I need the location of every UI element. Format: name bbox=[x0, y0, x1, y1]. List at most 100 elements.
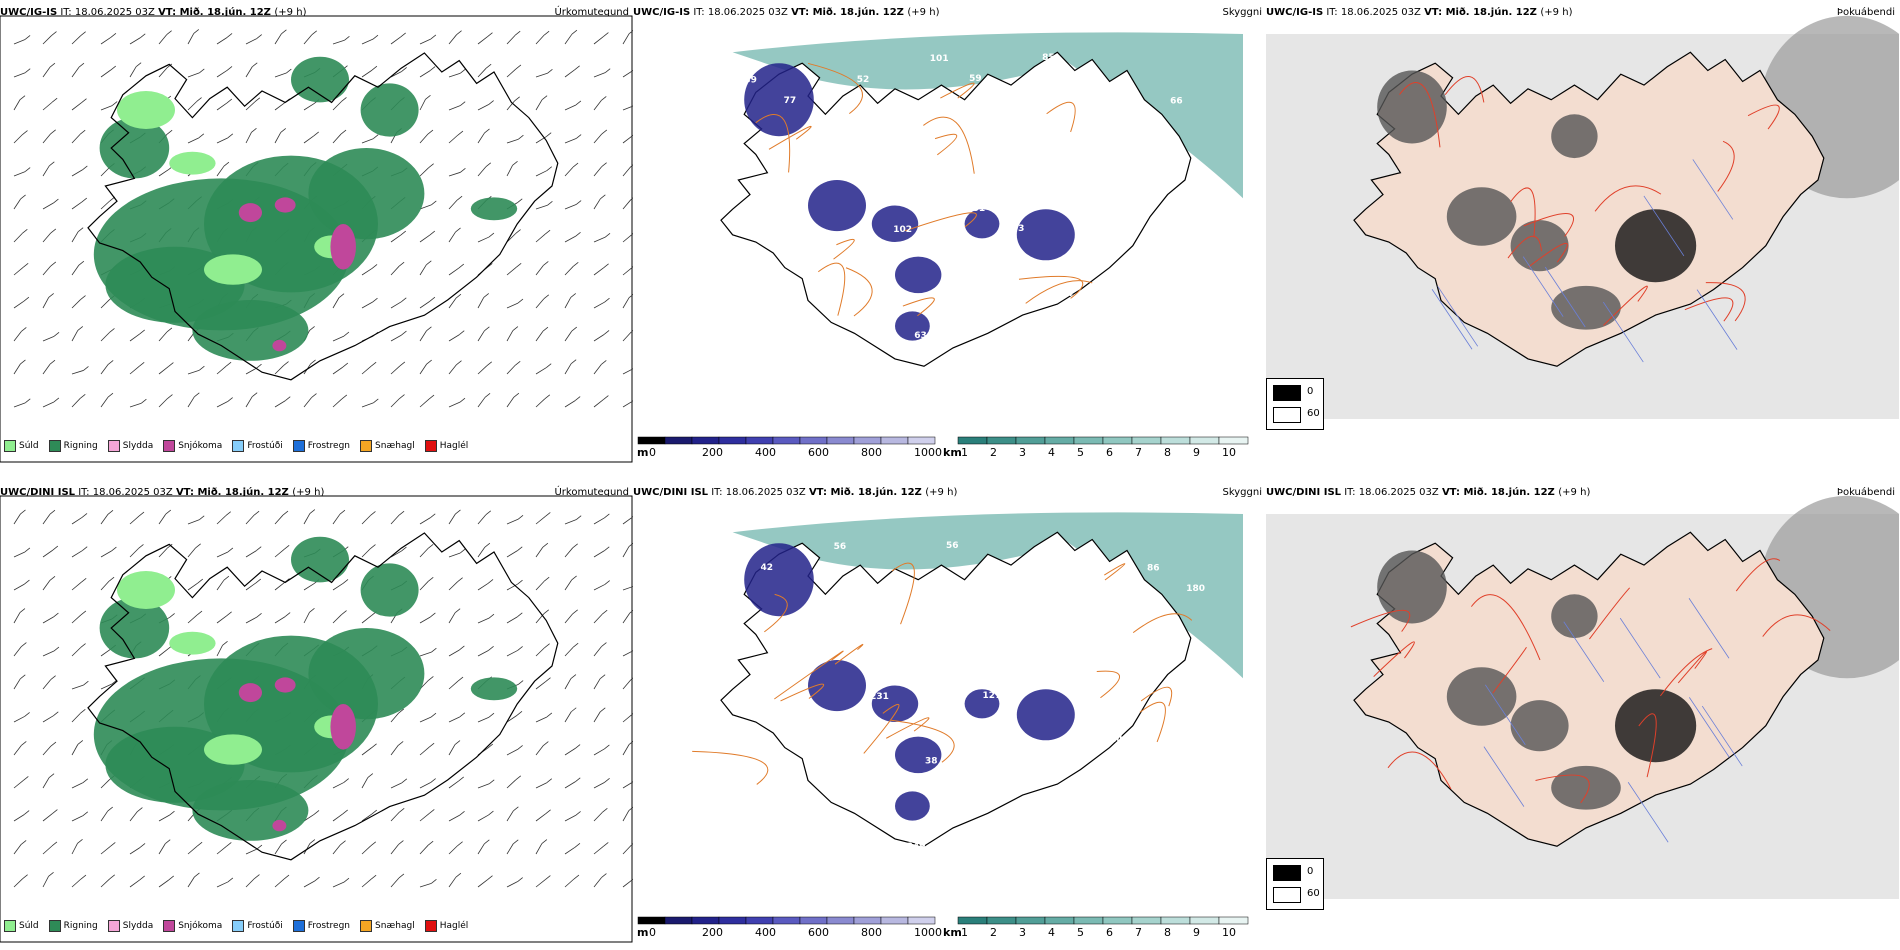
panel-title: Þokuábendi bbox=[1836, 487, 1895, 498]
visibility-value: 108 bbox=[729, 353, 748, 363]
wind-barb-flag bbox=[455, 509, 461, 515]
wind-barb bbox=[390, 265, 400, 276]
wind-barb bbox=[158, 366, 169, 375]
visibility-tick: 1 bbox=[961, 446, 968, 459]
wind-barb bbox=[506, 616, 518, 624]
wind-barb-flag bbox=[517, 680, 524, 685]
wind-barb-flag bbox=[572, 543, 578, 549]
wind-barb bbox=[419, 99, 426, 111]
wind-barb-flag bbox=[255, 546, 262, 552]
wind-barb-flag bbox=[455, 227, 461, 233]
visibility-value: 61 bbox=[1188, 332, 1201, 342]
wind-barb-flag bbox=[50, 261, 57, 267]
vt-label: VT: bbox=[791, 7, 813, 18]
wind-barb bbox=[419, 167, 429, 177]
wind-barb-flag bbox=[80, 393, 86, 399]
wind-barb-flag bbox=[628, 542, 633, 547]
wind-barb bbox=[216, 37, 228, 45]
wind-barb bbox=[477, 650, 489, 657]
vt-label: VT: bbox=[1424, 7, 1446, 18]
wind-barb-flag bbox=[309, 326, 315, 331]
terrain-high bbox=[964, 689, 1000, 719]
wind-barb-flag bbox=[168, 875, 174, 881]
visibility-value: 42 bbox=[761, 563, 774, 573]
wind-barb-flag bbox=[572, 609, 578, 615]
visibility-value: 71 bbox=[1134, 268, 1147, 278]
road bbox=[1140, 686, 1173, 707]
wind-barb-flag bbox=[193, 29, 200, 34]
wind-barb-flag bbox=[343, 331, 350, 337]
road bbox=[1492, 647, 1527, 694]
wind-barb-flag bbox=[455, 872, 462, 878]
terrain-tick: 600 bbox=[808, 926, 829, 939]
wind-barb bbox=[448, 845, 458, 855]
vt-label: VT: bbox=[175, 487, 198, 498]
wind-barb bbox=[187, 876, 195, 888]
wind-barb-flag bbox=[222, 641, 228, 646]
wind-barb bbox=[100, 397, 109, 408]
wind-barb bbox=[593, 36, 604, 45]
wind-barb-flag bbox=[111, 546, 117, 552]
colorbar-cell bbox=[799, 916, 828, 925]
wind-barb-flag bbox=[227, 397, 233, 402]
road bbox=[1387, 751, 1452, 790]
legend-swatch bbox=[232, 440, 245, 452]
wind-barb-flag bbox=[398, 840, 404, 845]
wind-barb bbox=[564, 613, 574, 624]
wind-barb-flag bbox=[49, 161, 55, 167]
wind-barb bbox=[13, 583, 25, 591]
wind-barb-flag bbox=[488, 810, 494, 816]
wind-barb bbox=[564, 748, 576, 756]
road bbox=[1762, 614, 1831, 637]
wind-barb bbox=[303, 583, 315, 591]
fog-area bbox=[1377, 550, 1447, 624]
snow-area bbox=[238, 203, 262, 223]
wind-barb bbox=[477, 617, 490, 624]
wind-barb-flag bbox=[512, 161, 518, 166]
visibility-tick: 4 bbox=[1048, 926, 1055, 939]
wind-barb bbox=[419, 616, 431, 624]
wind-barb-flag bbox=[428, 576, 434, 582]
wind-barb bbox=[622, 33, 630, 45]
visibility-tick: 2 bbox=[990, 446, 997, 459]
wind-barb-flag bbox=[630, 677, 633, 681]
river bbox=[1563, 621, 1605, 682]
wind-barb-flag bbox=[516, 711, 523, 716]
visibility-value: 75 bbox=[1204, 820, 1217, 830]
wind-barb bbox=[42, 35, 52, 45]
wind-barb-flag bbox=[547, 200, 553, 206]
wind-barb-flag bbox=[428, 163, 434, 168]
wind-barb-flag bbox=[48, 773, 55, 778]
wind-barb bbox=[303, 34, 313, 45]
wind-barb bbox=[13, 551, 26, 558]
panel-header: UWC/DINI ISL IT: 18.06.2025 03Z VT: Mið.… bbox=[1266, 480, 1899, 506]
wind-barb bbox=[187, 101, 197, 111]
wind-barb-flag bbox=[313, 131, 319, 137]
wind-barb-flag bbox=[344, 35, 350, 41]
wind-barb bbox=[477, 843, 485, 855]
colorbar-cell bbox=[718, 436, 747, 445]
wind-barb bbox=[71, 550, 83, 558]
wind-barb bbox=[477, 36, 488, 45]
wind-barb bbox=[71, 614, 82, 624]
wind-barb bbox=[216, 401, 228, 408]
wind-barb-flag bbox=[169, 613, 175, 618]
wind-barb bbox=[419, 398, 430, 408]
visibility-value: 53 bbox=[726, 161, 739, 171]
fog-legend-label: 60 bbox=[1307, 408, 1320, 419]
wind-barb-flag bbox=[487, 32, 493, 37]
wind-barb bbox=[593, 846, 604, 855]
wind-barb-flag bbox=[459, 397, 466, 403]
visibility-value: 48 bbox=[1191, 202, 1204, 212]
wind-barb-flag bbox=[570, 674, 577, 679]
fog-indicator-panel: UWC/IG-IS IT: 18.06.2025 03Z VT: Mið. 18… bbox=[1266, 0, 1899, 470]
visibility-tick: 3 bbox=[1019, 926, 1026, 939]
fog-legend-swatch bbox=[1273, 865, 1301, 881]
wind-barb bbox=[158, 814, 170, 822]
rain-area bbox=[291, 56, 349, 103]
road bbox=[833, 238, 855, 260]
wind-barb-flag bbox=[109, 874, 116, 880]
wind-barb bbox=[593, 748, 605, 756]
rain-area bbox=[470, 677, 518, 701]
drizzle-area bbox=[117, 91, 175, 129]
